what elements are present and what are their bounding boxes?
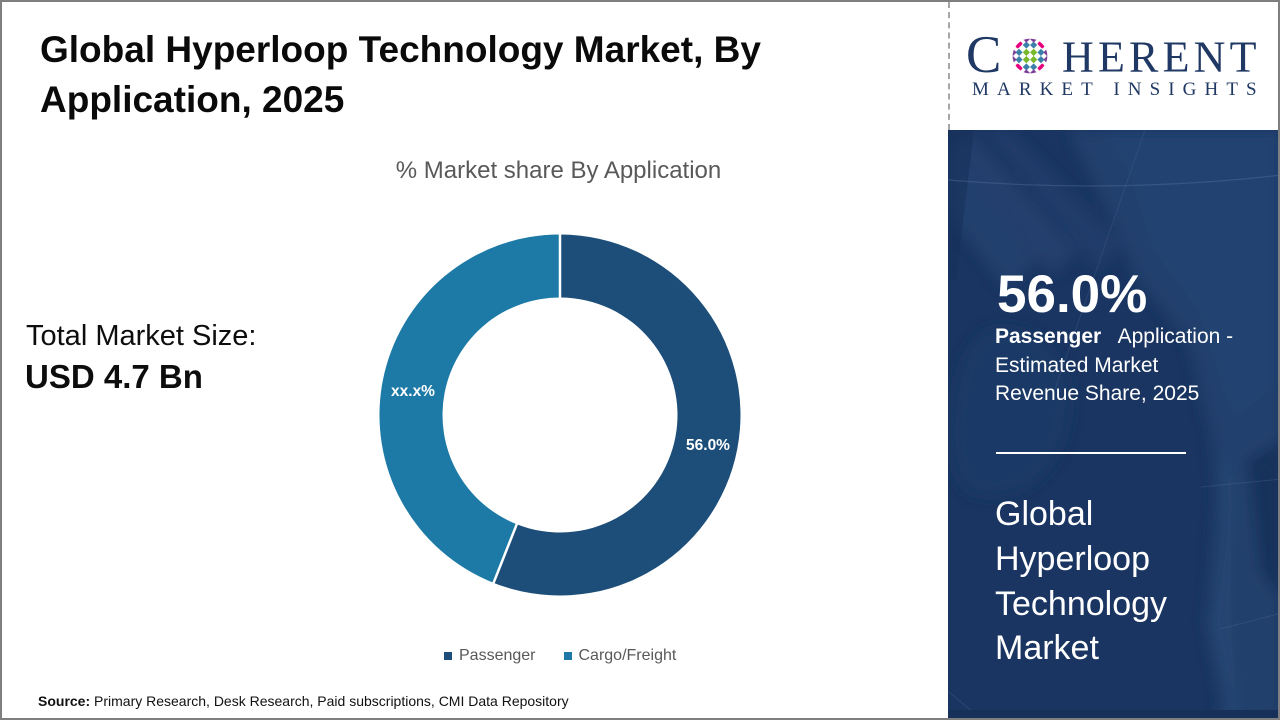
svg-text:56.0%: 56.0%: [686, 437, 730, 454]
svg-text:C: C: [966, 26, 1001, 84]
svg-text:xx.x%: xx.x%: [391, 383, 435, 400]
svg-text:MARKET INSIGHTS: MARKET INSIGHTS: [972, 79, 1265, 100]
svg-text:HERENT: HERENT: [1062, 33, 1261, 82]
